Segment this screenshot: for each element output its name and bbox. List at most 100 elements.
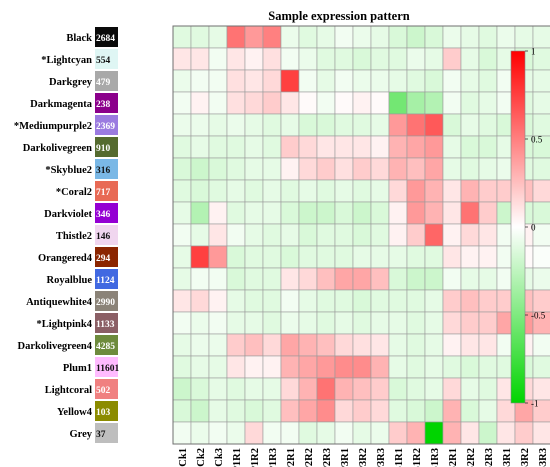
heatmap-cell <box>478 91 498 115</box>
heatmap-cell <box>280 179 300 203</box>
heatmap-cell <box>334 179 354 203</box>
heatmap-cell <box>334 355 354 379</box>
column-label: Ck1 <box>178 448 189 467</box>
heatmap-cell <box>370 179 390 203</box>
heatmap-cell <box>172 113 192 137</box>
heatmap-cell <box>226 311 246 335</box>
heatmap-cell <box>460 47 480 71</box>
heatmap-cell <box>298 267 318 291</box>
heatmap-cell <box>208 399 228 423</box>
heatmap-cell <box>316 421 336 445</box>
heatmap-cell <box>316 355 336 379</box>
heatmap-cell <box>262 201 282 225</box>
heatmap-cell <box>244 377 264 401</box>
heatmap-cell <box>406 399 426 423</box>
heatmap-cell <box>280 157 300 181</box>
heatmap-cell <box>352 201 372 225</box>
heatmap-cell <box>442 157 462 181</box>
heatmap-cell <box>298 135 318 159</box>
heatmap-cell <box>172 377 192 401</box>
heatmap-cell <box>316 91 336 115</box>
heatmap-cell <box>406 25 426 49</box>
heatmap-cell <box>442 113 462 137</box>
module-swatch <box>95 115 118 135</box>
heatmap-cell <box>262 135 282 159</box>
module-gene-count: 717 <box>96 188 111 198</box>
heatmap-cell <box>514 421 534 445</box>
heatmap-cell <box>334 69 354 93</box>
heatmap-cell <box>244 201 264 225</box>
heatmap-cell <box>316 113 336 137</box>
heatmap-cell <box>478 47 498 71</box>
heatmap-cell <box>424 113 444 137</box>
heatmap-cell <box>334 91 354 115</box>
heatmap-cell <box>172 421 192 445</box>
heatmap-cell <box>172 267 192 291</box>
heatmap-cell <box>316 333 336 357</box>
heatmap-cell <box>352 25 372 49</box>
column-labels: Ck1 Ck2 Ck3 P1R1 P1R2 P1R3 P2R1 P2R2 P2R3 P3R1 P3R… <box>178 448 549 467</box>
heatmap-cell <box>262 377 282 401</box>
heatmap-cell <box>208 311 228 335</box>
column-label: P2R3 <box>322 448 333 467</box>
heatmap-cell <box>370 201 390 225</box>
module-gene-count: 11601 <box>96 364 119 374</box>
heatmap-cell <box>334 333 354 357</box>
heatmap-cell <box>280 355 300 379</box>
heatmap-cell <box>316 289 336 313</box>
heatmap-cell <box>460 399 480 423</box>
heatmap-cell <box>532 91 550 115</box>
heatmap-cell <box>406 289 426 313</box>
heatmap-cell <box>334 223 354 247</box>
module-gene-count: 2684 <box>96 34 115 44</box>
heatmap-cell <box>208 289 228 313</box>
heatmap-cell <box>316 25 336 49</box>
heatmap-cell <box>532 113 550 137</box>
heatmap-cell <box>298 201 318 225</box>
column-label: Ck3 <box>214 448 225 467</box>
colorbar-tick-label: 0 <box>531 223 536 233</box>
row-label: Antiquewhite4 <box>26 297 93 308</box>
heatmap-cell <box>478 135 498 159</box>
heatmap-cell <box>316 179 336 203</box>
row-label: Yellow4 <box>57 407 93 418</box>
grid-border <box>172 25 550 445</box>
heatmap-cell <box>406 223 426 247</box>
heatmap-cell <box>478 333 498 357</box>
heatmap-cell <box>172 223 192 247</box>
heatmap-cell <box>226 377 246 401</box>
heatmap-cell <box>460 179 480 203</box>
heatmap-cell <box>172 179 192 203</box>
heatmap-cell <box>316 47 336 71</box>
heatmap-cell <box>226 267 246 291</box>
heatmap-cell <box>190 289 210 313</box>
heatmap-cell <box>334 47 354 71</box>
heatmap-cell <box>172 333 192 357</box>
heatmap-cell <box>244 289 264 313</box>
heatmap-cell <box>226 333 246 357</box>
heatmap-cell <box>334 377 354 401</box>
heatmap-cell <box>208 201 228 225</box>
heatmap-cell <box>478 289 498 313</box>
module-gene-count: 146 <box>96 232 111 242</box>
heatmap-cell <box>532 179 550 203</box>
heatmap-cell <box>190 157 210 181</box>
heatmap-cell <box>280 245 300 269</box>
heatmap-cell <box>226 135 246 159</box>
heatmap-cell <box>406 333 426 357</box>
column-label: P1R1 <box>232 448 243 467</box>
heatmap-cell <box>352 333 372 357</box>
heatmap-cell <box>208 223 228 247</box>
heatmap-cell <box>388 179 408 203</box>
heatmap-cell <box>316 157 336 181</box>
column-label: S1R1 <box>394 448 405 467</box>
heatmap-cell <box>208 69 228 93</box>
module-swatch <box>95 269 118 289</box>
module-gene-count: 1133 <box>96 320 115 330</box>
heatmap-cell <box>334 201 354 225</box>
heatmap-cell <box>298 113 318 137</box>
column-label: P1R3 <box>268 448 279 467</box>
heatmap-cell <box>478 179 498 203</box>
heatmap-cell <box>352 289 372 313</box>
heatmap-cell <box>442 289 462 313</box>
